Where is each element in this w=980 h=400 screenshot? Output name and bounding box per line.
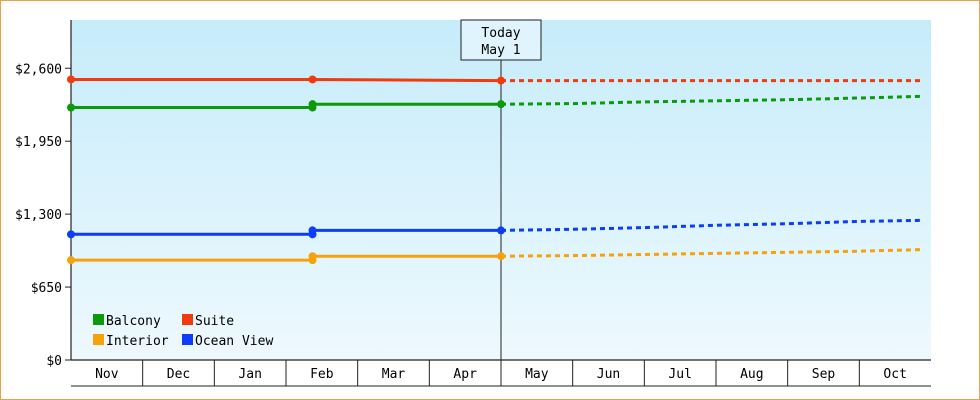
data-point-balcony[interactable] [67, 103, 75, 112]
legend-swatch-interior [93, 334, 104, 345]
data-point-suite[interactable] [308, 75, 317, 84]
x-tick-label: Apr [453, 367, 477, 382]
today-box [460, 19, 542, 61]
data-point-ocean-view[interactable] [308, 226, 317, 235]
y-tick-label: $650 [31, 281, 62, 296]
data-point-ocean-view[interactable] [497, 226, 505, 235]
x-tick-label: Jul [668, 367, 691, 382]
today-label: Today [481, 26, 520, 41]
data-point-suite[interactable] [497, 76, 505, 85]
legend-label-suite: Suite [195, 314, 234, 329]
data-point-ocean-view[interactable] [67, 230, 75, 239]
y-tick-label: $1,300 [15, 208, 62, 223]
x-tick-label: Feb [310, 367, 334, 382]
data-point-suite[interactable] [67, 75, 75, 84]
legend-swatch-suite [182, 314, 193, 325]
x-tick-label: Aug [740, 367, 763, 382]
y-tick-label: $0 [46, 354, 62, 369]
x-tick-label: Nov [95, 367, 119, 382]
legend-label-interior: Interior [106, 334, 169, 349]
x-tick-label: Jun [597, 367, 620, 382]
data-point-balcony[interactable] [497, 100, 505, 109]
legend-swatch-ocean-view [182, 334, 193, 345]
x-tick-label: Dec [167, 367, 190, 382]
data-point-interior[interactable] [67, 256, 75, 265]
legend-label-balcony: Balcony [106, 314, 161, 329]
x-tick-label: Jan [238, 367, 261, 382]
data-point-interior[interactable] [497, 252, 505, 261]
y-tick-label: $1,950 [15, 135, 62, 150]
data-point-balcony[interactable] [308, 100, 317, 109]
series-line-suite [71, 78, 502, 83]
today-date: May 1 [481, 43, 520, 58]
x-tick-label: May [525, 367, 549, 382]
x-tick-label: Oct [883, 367, 906, 382]
x-tick-label: Mar [382, 367, 406, 382]
legend-label-ocean-view: Ocean View [195, 334, 273, 349]
x-tick-label: Sep [812, 367, 836, 382]
data-point-interior[interactable] [308, 252, 317, 261]
y-tick-label: $2,600 [15, 62, 62, 77]
legend-swatch-balcony [93, 314, 104, 325]
